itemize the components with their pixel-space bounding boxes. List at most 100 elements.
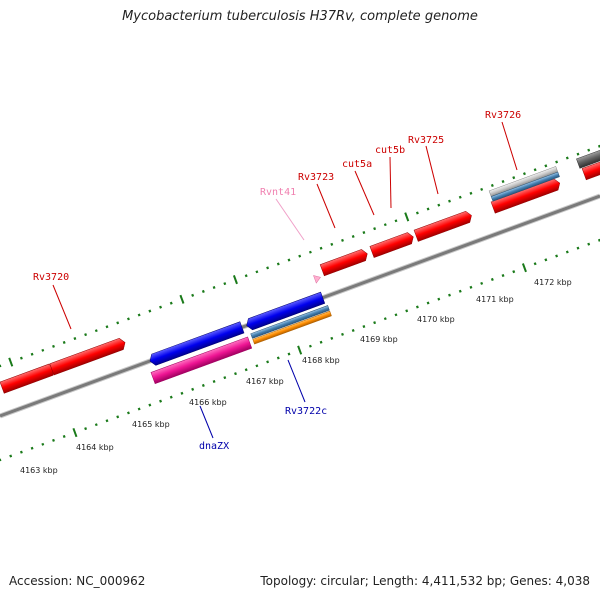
gene-label[interactable]: Rv3723 [298, 172, 334, 183]
minor-tick [62, 434, 66, 438]
genome-summary-text: Topology: circular; Length: 4,411,532 bp… [260, 574, 590, 588]
minor-tick [576, 246, 580, 250]
minor-tick [9, 454, 13, 458]
minor-tick [373, 227, 377, 231]
major-tick [8, 357, 14, 367]
minor-tick [201, 289, 205, 294]
minor-tick [415, 211, 419, 215]
minor-tick [116, 321, 120, 325]
reverse-gene-feature[interactable] [245, 291, 326, 331]
scale-label: 4164 kbp [76, 443, 114, 452]
minor-tick [287, 258, 291, 262]
major-tick [232, 275, 238, 285]
gene-label[interactable]: cut5b [375, 145, 405, 156]
forward-gene-feature[interactable] [413, 210, 474, 242]
minor-tick [169, 395, 173, 399]
scale-label: 4163 kbp [20, 466, 58, 475]
minor-tick [319, 340, 323, 344]
minor-tick [255, 364, 259, 368]
minor-tick [94, 329, 98, 333]
gene-labels: Rv3720 Rvnt41 Rv3723 cut5a cut5b Rv3725 … [33, 110, 521, 452]
scale-label: 4172 kbp [534, 278, 572, 287]
forward-gene-feature[interactable] [369, 231, 415, 258]
minor-tick [212, 380, 216, 383]
minor-tick [330, 336, 334, 340]
minor-tick [501, 273, 505, 278]
minor-tick [266, 266, 270, 270]
minor-tick [223, 282, 227, 286]
minor-tick [19, 356, 23, 360]
minor-tick [266, 360, 270, 364]
gene-label[interactable]: cut5a [342, 159, 372, 170]
gene-label[interactable]: dnaZX [199, 441, 229, 452]
minor-tick [469, 191, 473, 195]
minor-tick [555, 254, 559, 258]
minor-tick [116, 415, 120, 419]
minor-tick [383, 223, 387, 227]
gene-label[interactable]: Rv3720 [33, 272, 69, 283]
minor-tick [105, 325, 109, 329]
minor-tick [512, 176, 516, 180]
forward-gene-feature[interactable] [319, 248, 369, 277]
minor-tick [565, 250, 569, 254]
scale-labels: 4163 kbp 4164 kbp 4165 kbp 4166 kbp 4167… [20, 278, 572, 475]
minor-tick [126, 317, 130, 321]
minor-tick [480, 281, 484, 285]
reverse-gene-feature[interactable] [148, 321, 245, 367]
minor-tick [137, 313, 141, 317]
gene-label[interactable]: Rv3726 [485, 110, 521, 121]
minor-tick [522, 172, 526, 176]
minor-tick [512, 270, 516, 274]
minor-tick [458, 195, 462, 199]
minor-tick [394, 313, 398, 317]
minor-tick [41, 442, 45, 446]
minor-tick [587, 242, 591, 246]
scale-label: 4165 kbp [132, 420, 170, 429]
minor-tick [448, 293, 451, 297]
ncrna-feature[interactable] [313, 273, 322, 284]
major-tick [297, 345, 303, 355]
minor-tick [341, 238, 344, 242]
minor-tick [126, 411, 130, 415]
minor-tick [437, 297, 441, 301]
forward-gene-feature[interactable] [49, 337, 127, 376]
minor-tick [383, 317, 387, 321]
minor-tick [255, 270, 259, 274]
minor-tick [41, 348, 45, 352]
minor-tick [148, 309, 152, 313]
major-tick [72, 427, 78, 438]
forward-gene-feature[interactable] [0, 363, 56, 394]
minor-tick [308, 250, 312, 254]
forward-gene-feature[interactable] [581, 154, 600, 181]
minor-tick [191, 387, 195, 391]
minor-tick [287, 352, 291, 356]
gene-feature-darkgray[interactable] [576, 144, 600, 169]
minor-tick [19, 450, 23, 454]
minor-tick [362, 325, 366, 329]
minor-tick [30, 446, 34, 450]
minor-tick [480, 187, 484, 191]
minor-tick [319, 246, 323, 250]
minor-tick [73, 337, 77, 341]
minor-tick [52, 344, 55, 348]
gene-feature-steelblue[interactable] [250, 305, 330, 339]
minor-tick [533, 168, 537, 172]
gene-label[interactable]: Rv3725 [408, 135, 444, 146]
major-tick [404, 212, 410, 222]
minor-tick [94, 423, 98, 427]
major-tick [521, 263, 527, 273]
major-tick [179, 294, 185, 304]
tick-tracks [0, 144, 600, 462]
gene-label[interactable]: Rv3722c [285, 406, 327, 417]
minor-tick [341, 332, 344, 336]
gene-label[interactable]: Rvnt41 [260, 187, 296, 198]
minor-tick [201, 383, 205, 388]
scale-label: 4168 kbp [302, 356, 340, 365]
gene-feature-pink[interactable] [150, 336, 253, 385]
minor-tick [533, 262, 537, 266]
minor-tick [105, 419, 109, 423]
gene-feature-orange[interactable] [252, 310, 332, 345]
minor-tick [234, 372, 237, 376]
gene-feature-steelblue[interactable] [490, 171, 560, 202]
